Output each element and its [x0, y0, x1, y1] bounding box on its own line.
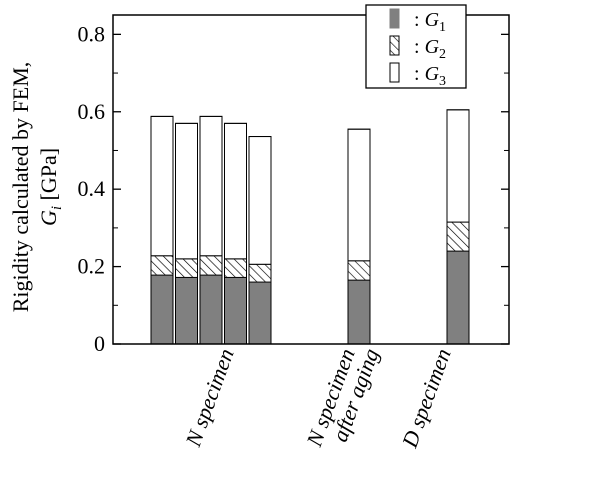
bar-0-4-g3: [248, 136, 272, 265]
y-tick-label-2: 0.4: [78, 176, 106, 201]
bar-2-0-g3: [446, 109, 470, 223]
bar-0-1-g2: [175, 258, 198, 278]
y-axis-unit: [GPa]: [36, 148, 61, 206]
bar-1-0-g1: [347, 279, 371, 345]
plot-frame: [112, 14, 510, 345]
bar-0-1-g1: [175, 276, 198, 345]
category-label-2-0: D specimen: [397, 345, 456, 452]
y-axis: 0 0.2 0.4 0.6 0.8: [78, 21, 509, 356]
y-axis-title-line2: Gi [GPa]: [36, 148, 65, 226]
y-axis-subscript: i: [49, 206, 65, 210]
bar-0-4-g1: [248, 281, 272, 345]
legend-swatch-1: [389, 8, 400, 29]
legend-label-1: : G1: [414, 9, 446, 35]
y-axis-title-line1: Rigidity calculated by FEM,: [8, 62, 33, 313]
legend: : G1: G2: G3: [365, 4, 467, 89]
legend-label-3: : G3: [414, 63, 446, 89]
bar-0-3-g1: [224, 276, 247, 345]
bar-1-0-g3: [347, 128, 371, 262]
bar-0-1-g3: [175, 122, 198, 260]
bar-2-0-g1: [446, 250, 470, 345]
bar-0-0-g1: [150, 274, 174, 345]
legend-swatch-2: [389, 35, 400, 56]
bar-0-3-g2: [224, 258, 247, 278]
bar-0-4-g2: [248, 263, 272, 283]
y-tick-label-4: 0.8: [78, 21, 106, 46]
legend-swatch-3: [389, 62, 400, 83]
bar-0-0-g2: [150, 255, 174, 276]
legend-label-2: : G2: [414, 36, 446, 62]
y-tick-label-0: 0: [94, 331, 105, 356]
bar-2-0-g2: [446, 221, 470, 252]
category-label-0-0: N specimen: [180, 345, 239, 450]
legend-box: [365, 4, 467, 89]
bar-0-0-g3: [150, 115, 174, 257]
bar-1-0-g2: [347, 260, 371, 281]
y-axis-symbol: G: [36, 210, 61, 226]
bar-0-2-g2: [199, 255, 223, 276]
y-tick-label-3: 0.6: [78, 99, 106, 124]
bars-layer: [150, 109, 470, 345]
bar-0-2-g1: [199, 274, 223, 345]
bar-0-3-g3: [224, 122, 247, 260]
y-tick-label-1: 0.2: [78, 254, 106, 279]
bar-0-2-g3: [199, 115, 223, 257]
